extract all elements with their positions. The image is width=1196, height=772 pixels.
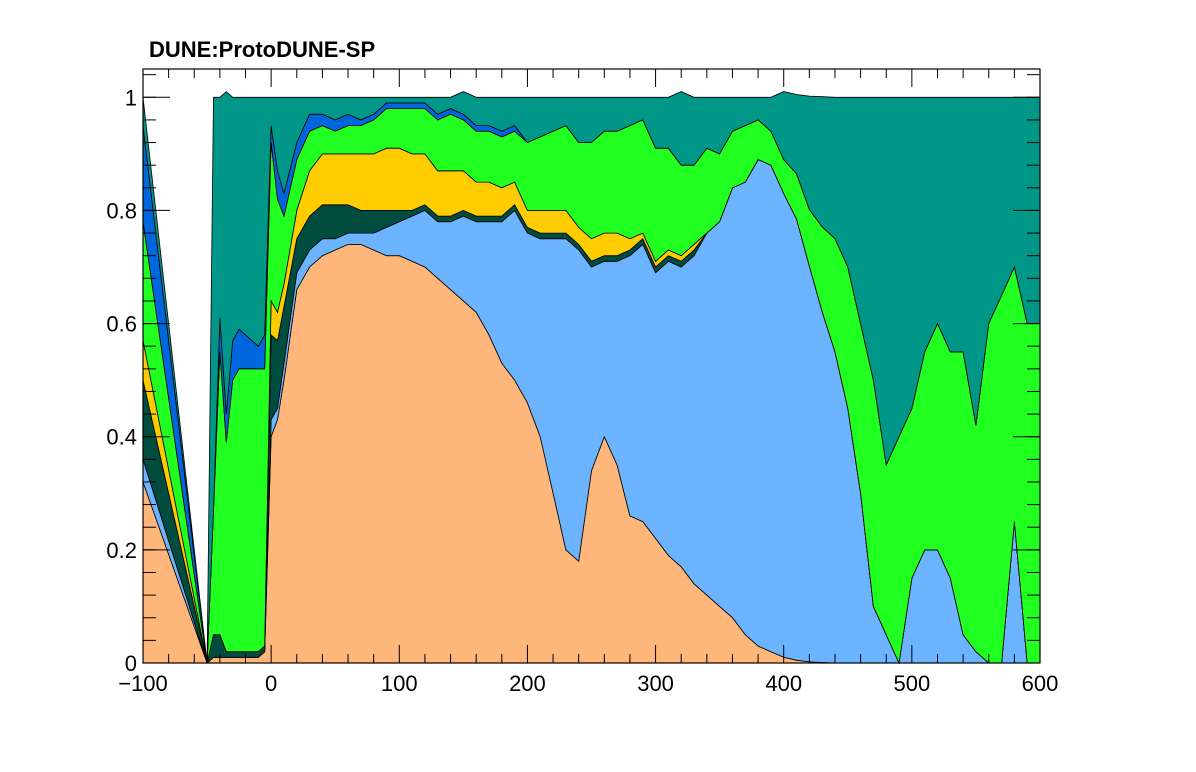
x-tick-label: 200 (509, 671, 546, 696)
plot-frame (142, 68, 1041, 664)
x-tick-label: 600 (1022, 671, 1059, 696)
y-axis: 0 0.2 0.4 0.6 0.8 1 (106, 74, 1040, 676)
x-tick-label: 300 (637, 671, 674, 696)
x-tick-label: 0 (265, 671, 277, 696)
y-tick-label: 0.2 (106, 538, 137, 563)
y-tick-label: 0.4 (106, 425, 137, 450)
y-tick-label: 0.6 (106, 312, 137, 337)
y-tick-label: 0.8 (106, 198, 137, 223)
stacked-areas (142, 91, 1041, 665)
y-tick-label: 0 (125, 651, 137, 676)
x-axis: −100 0 100 200 300 400 500 600 (118, 69, 1058, 696)
x-tick-label: −100 (118, 671, 168, 696)
y-tick-label: 1 (125, 85, 137, 110)
chart-title: DUNE:ProtoDUNE-SP (149, 37, 375, 62)
x-tick-label: 100 (381, 671, 418, 696)
x-tick-label: 400 (765, 671, 802, 696)
x-tick-label: 500 (893, 671, 930, 696)
